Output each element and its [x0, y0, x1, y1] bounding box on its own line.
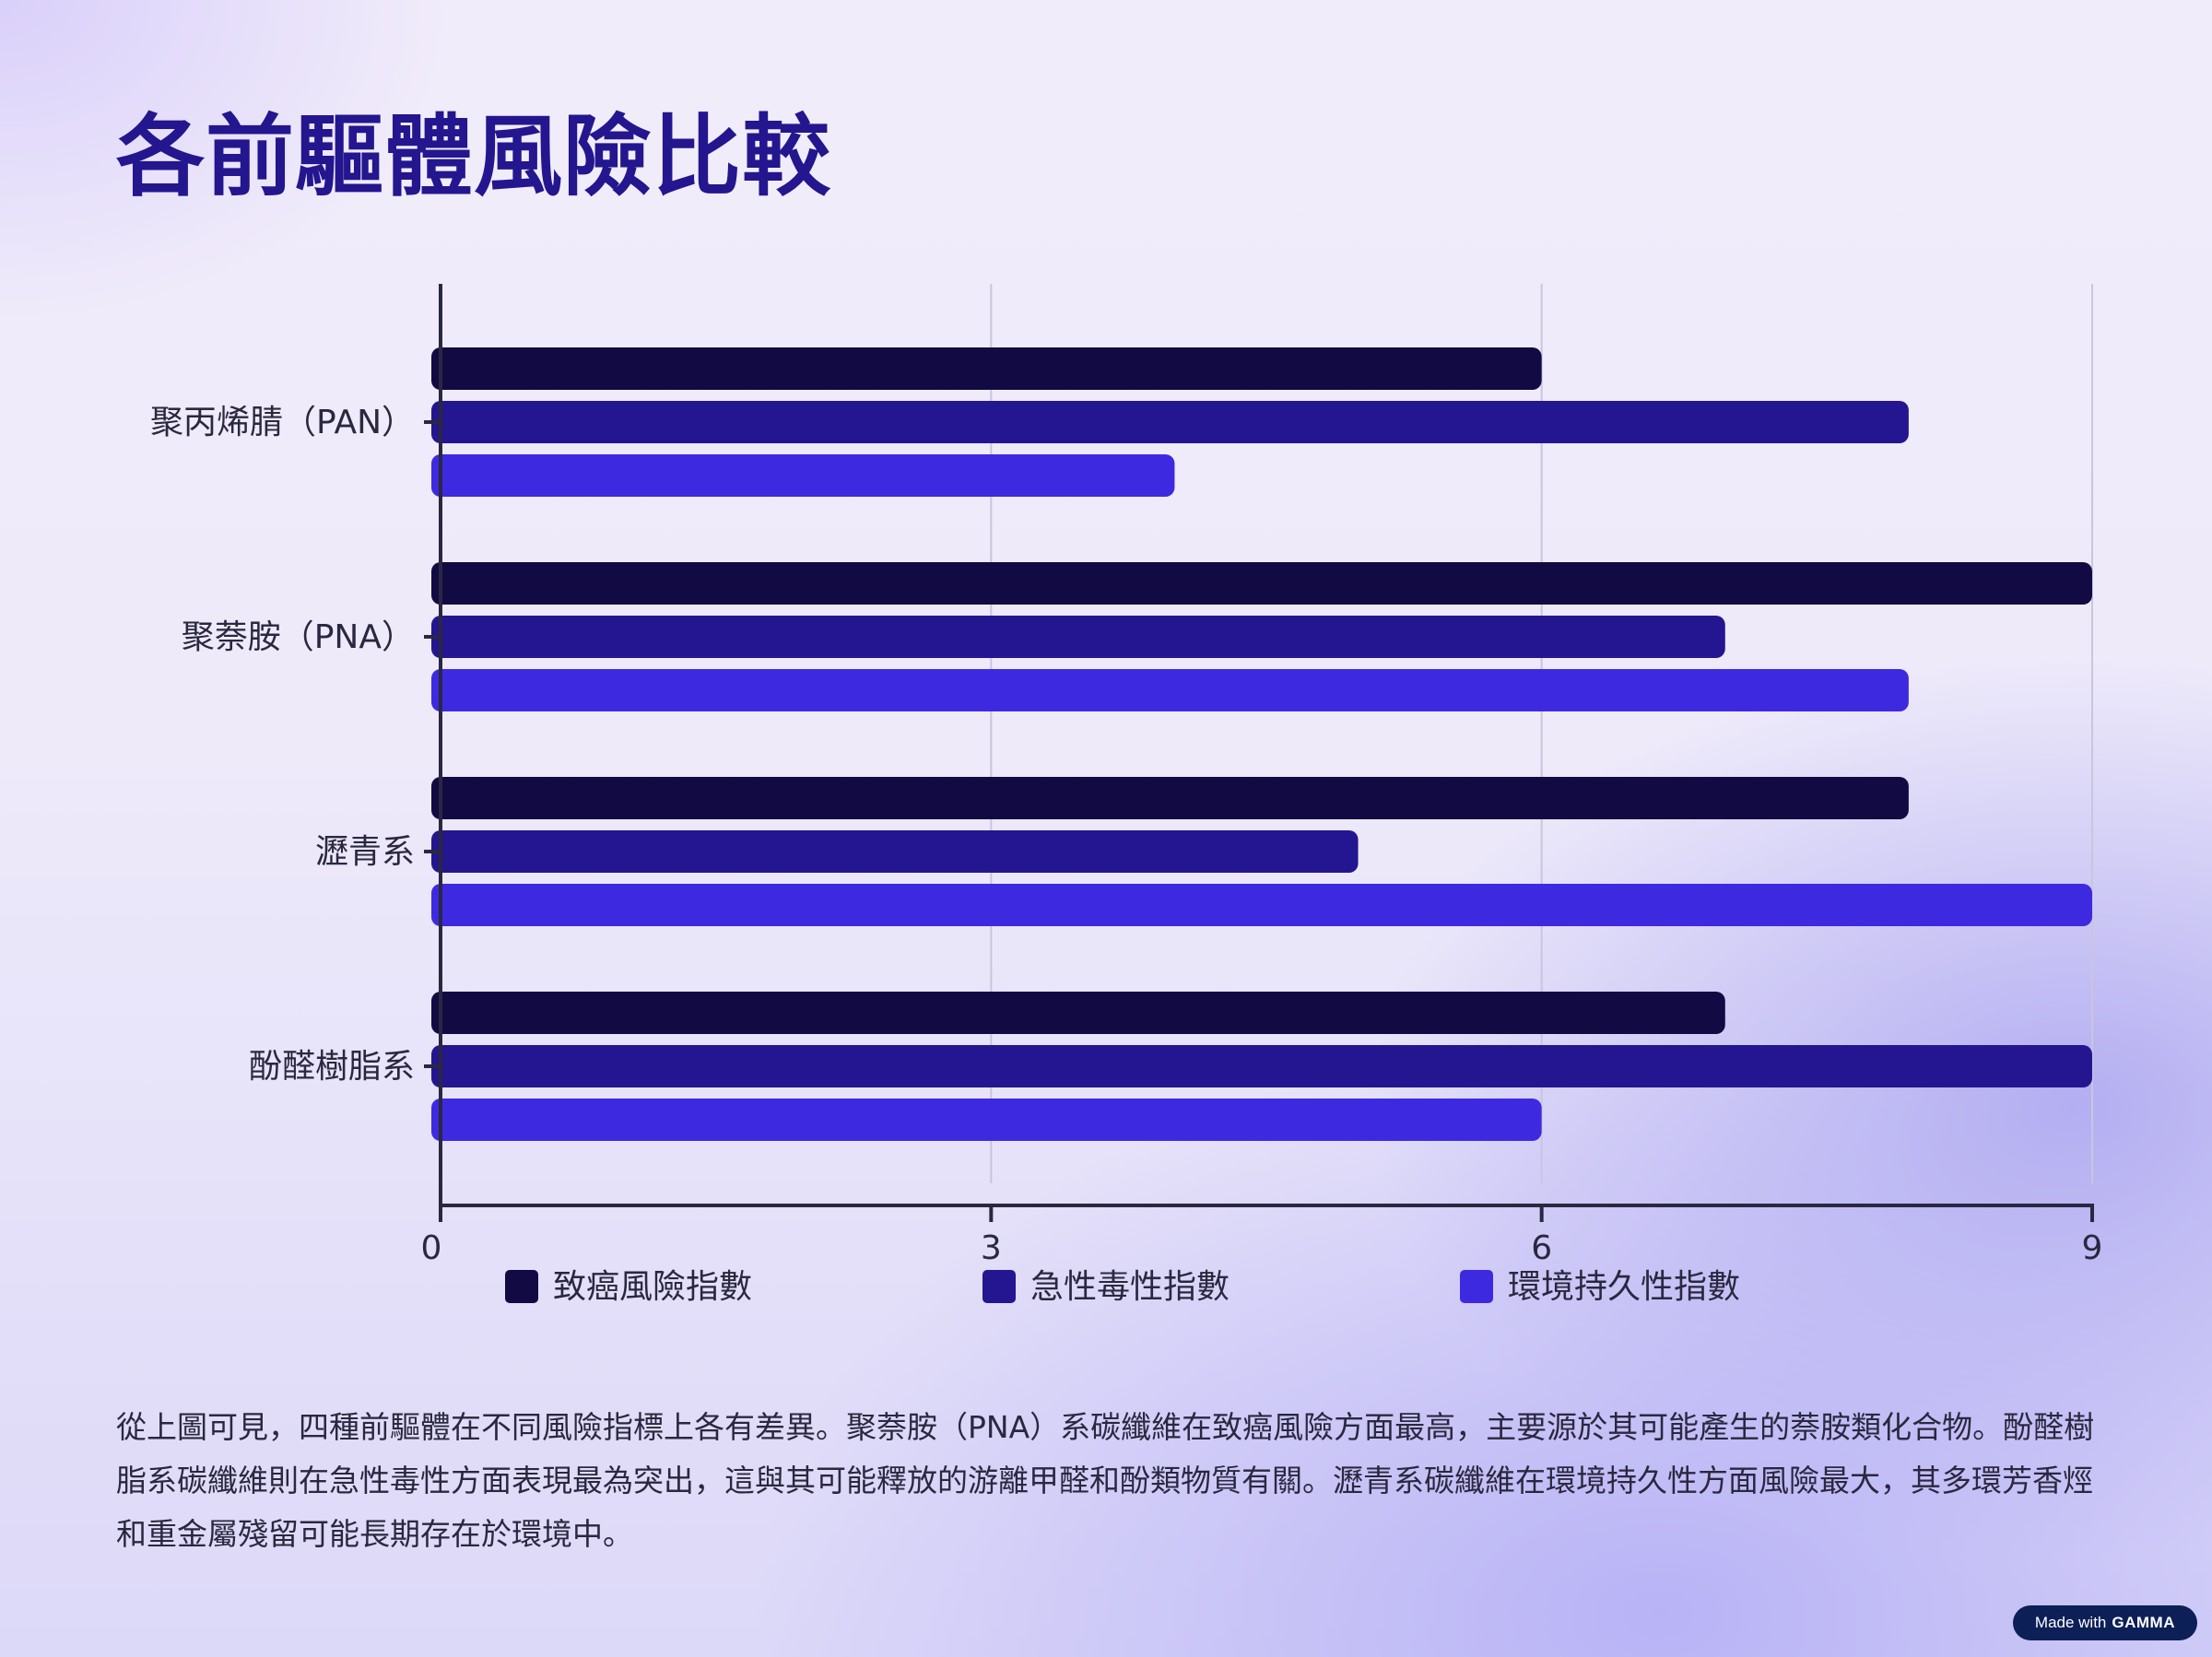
- badge-prefix: Made with: [2034, 1614, 2107, 1631]
- bar-0-2: [431, 454, 1175, 497]
- bar-1-0: [431, 562, 2092, 605]
- bar-0-1: [431, 401, 1909, 443]
- category-label-1: 聚萘胺（PNA）: [182, 618, 415, 656]
- legend-label-1: 急性毒性指數: [1030, 1268, 1230, 1306]
- page-title: 各前驅體風險比較: [116, 105, 831, 208]
- bar-2-1: [431, 830, 1359, 873]
- bar-1-1: [431, 616, 1725, 658]
- bar-2-2: [431, 884, 2092, 926]
- x-tick-label-2: 6: [1531, 1229, 1552, 1267]
- category-label-2: 瀝青系: [315, 833, 415, 871]
- x-tick-label-1: 3: [981, 1229, 1002, 1267]
- legend-swatch-1: [982, 1270, 1016, 1303]
- legend-swatch-2: [1460, 1270, 1493, 1303]
- x-tick-label-3: 9: [2082, 1229, 2103, 1267]
- gamma-logo: GAMMA: [2112, 1614, 2175, 1631]
- legend-swatch-0: [505, 1270, 538, 1303]
- x-tick-label-0: 0: [421, 1229, 442, 1267]
- legend-label-0: 致癌風險指數: [553, 1268, 752, 1306]
- category-label-0: 聚丙烯腈（PAN）: [150, 404, 415, 441]
- bar-3-0: [431, 992, 1725, 1034]
- made-with-gamma-badge[interactable]: Made with GAMMA: [2012, 1605, 2197, 1640]
- legend-label-2: 環境持久性指數: [1508, 1268, 1740, 1306]
- bar-2-0: [431, 777, 1909, 819]
- bar-1-2: [431, 669, 1909, 711]
- bar-3-2: [431, 1099, 1542, 1141]
- bar-0-0: [431, 347, 1542, 390]
- description-text: 從上圖可見，四種前驅體在不同風險指標上各有差異。聚萘胺（PNA）系碳纖維在致癌風…: [116, 1409, 2095, 1552]
- category-label-3: 酚醛樹脂系: [249, 1048, 415, 1086]
- bar-3-1: [431, 1045, 2092, 1087]
